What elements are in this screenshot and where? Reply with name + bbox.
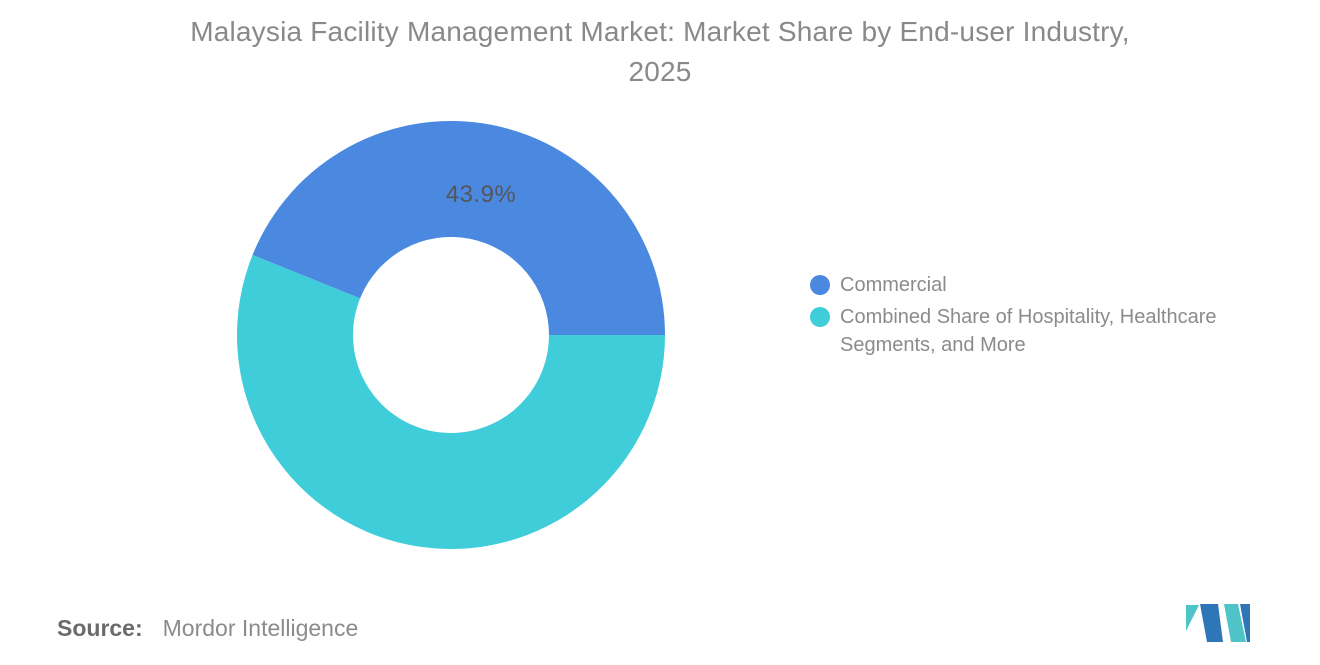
chart-title-line-1: Malaysia Facility Management Market: Mar… [190, 16, 1130, 47]
pie-slice-1[interactable] [252, 121, 665, 335]
legend-marker-combined-share [810, 307, 830, 327]
slice-data-label: 43.9% [445, 181, 517, 208]
legend-label-combined-share: Combined Share of Hospitality, Healthcar… [840, 306, 1217, 356]
logo-shape-blue-bar [1240, 604, 1250, 642]
logo-shape-teal-triangle [1186, 605, 1199, 631]
chart-title-line-2: 2025 [628, 56, 692, 87]
legend-marker-commercial [810, 275, 830, 295]
logo-shape-teal-diagonal [1224, 604, 1246, 642]
legend-item-commercial[interactable]: Commercial [810, 271, 1270, 299]
chart-title: Malaysia Facility Management Market: Mar… [0, 12, 1320, 92]
legend-label-commercial: Commercial [840, 274, 947, 296]
logo-shape-blue-diagonal [1200, 604, 1223, 642]
source-name: Mordor Intelligence [162, 615, 359, 641]
pie-slice-2[interactable] [236, 254, 666, 550]
legend-item-combined-share[interactable]: Combined Share of Hospitality, Healthcar… [810, 303, 1270, 359]
mordor-intelligence-logo-icon [1186, 604, 1250, 642]
source-line: Source: Mordor Intelligence [57, 615, 358, 642]
source-prefix-label: Source: [57, 615, 143, 641]
legend: Commercial Combined Share of Hospitality… [810, 271, 1270, 359]
donut-chart [236, 121, 666, 550]
